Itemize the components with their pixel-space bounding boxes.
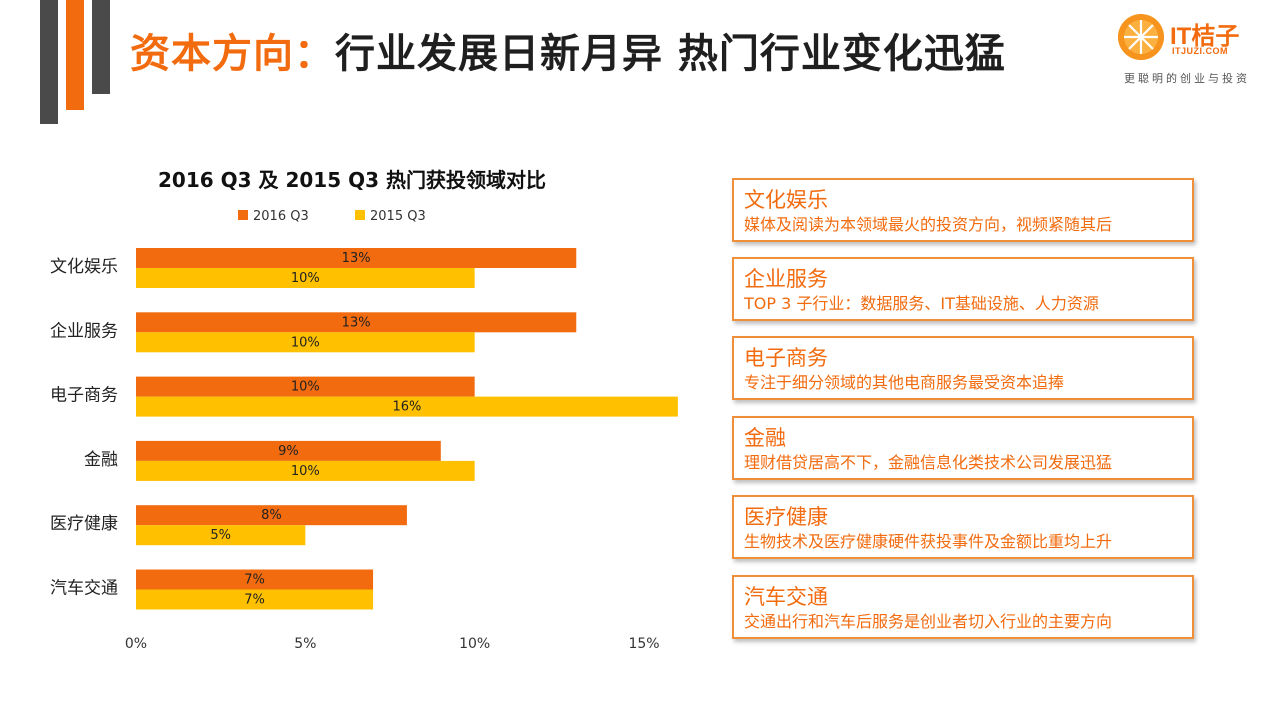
bar — [136, 525, 306, 546]
x-tick-label: 0% — [125, 636, 147, 652]
insight-card: 企业服务 TOP 3 子行业：数据服务、IT基础设施、人力资源 — [732, 257, 1194, 321]
data-label: 13% — [342, 315, 371, 330]
insight-card: 金融 理财借贷居高不下，金融信息化类技术公司发展迅猛 — [732, 416, 1194, 480]
insight-card-title: 文化娱乐 — [744, 188, 828, 212]
insight-card: 文化娱乐 媒体及阅读为本领域最火的投资方向，视频紧随其后 — [732, 178, 1194, 242]
insight-card: 汽车交通 交通出行和汽车后服务是创业者切入行业的主要方向 — [732, 575, 1194, 639]
bar — [136, 505, 407, 526]
data-label: 8% — [261, 508, 282, 523]
insight-card-desc: 交通出行和汽车后服务是创业者切入行业的主要方向 — [744, 612, 1113, 631]
data-label: 13% — [342, 251, 371, 266]
bar — [136, 589, 374, 610]
logo-domain: ITJUZI.COM — [1172, 46, 1228, 56]
bar — [136, 440, 441, 461]
category-label: 医疗健康 — [50, 514, 118, 534]
insight-card-desc: TOP 3 子行业：数据服务、IT基础设施、人力资源 — [744, 294, 1099, 313]
bar — [136, 376, 475, 397]
data-label: 10% — [291, 380, 320, 395]
insight-card-desc: 生物技术及医疗健康硬件获投事件及金额比重均上升 — [744, 532, 1113, 551]
category-label: 电子商务 — [50, 386, 118, 406]
insight-card-title: 电子商务 — [744, 346, 828, 370]
x-tick-label: 5% — [294, 636, 316, 652]
data-label: 9% — [278, 444, 299, 459]
x-tick-label: 15% — [628, 636, 659, 652]
bar — [136, 268, 475, 288]
insight-card-title: 企业服务 — [744, 267, 828, 291]
data-label: 16% — [392, 400, 421, 415]
orange-slice-icon — [1118, 14, 1164, 60]
decor-bar-orange — [66, 0, 84, 110]
category-label: 企业服务 — [50, 321, 118, 341]
bar — [136, 248, 577, 268]
bar-chart: 2016 Q3 及 2015 Q3 热门获投领域对比 2016 Q3 2015 Q3… — [50, 168, 678, 652]
data-label: 7% — [244, 593, 265, 608]
bar — [136, 569, 374, 590]
decor-bar-grey-right — [92, 0, 110, 94]
category-label: 汽车交通 — [50, 579, 118, 599]
insight-card-desc: 理财借贷居高不下，金融信息化类技术公司发展迅猛 — [744, 453, 1113, 472]
bar — [136, 312, 577, 333]
data-label: 7% — [244, 573, 265, 588]
data-label: 10% — [291, 335, 320, 350]
insight-card-desc: 专注于细分领域的其他电商服务最受资本追捧 — [744, 373, 1065, 392]
page-title-main: 行业发展日新月异 热门行业变化迅猛 — [335, 31, 1006, 77]
page-title-accent: 资本方向： — [130, 31, 335, 77]
data-label: 10% — [291, 271, 320, 286]
insight-card-desc: 媒体及阅读为本领域最火的投资方向，视频紧随其后 — [744, 215, 1113, 234]
chart-title: 2016 Q3 及 2015 Q3 热门获投领域对比 — [158, 168, 546, 192]
category-label: 金融 — [84, 450, 118, 470]
data-label: 5% — [210, 528, 231, 543]
data-label: 10% — [291, 464, 320, 479]
page-title: 资本方向：行业发展日新月异 热门行业变化迅猛 — [130, 24, 1006, 84]
insight-card: 电子商务 专注于细分领域的其他电商服务最受资本追捧 — [732, 336, 1194, 400]
legend-label: 2015 Q3 — [370, 209, 426, 224]
decor-bar-grey-left — [40, 0, 58, 124]
logo-name: IT桔子 — [1170, 23, 1240, 50]
category-label: 文化娱乐 — [50, 257, 118, 277]
insight-card-title: 医疗健康 — [744, 505, 828, 529]
legend-label: 2016 Q3 — [253, 209, 309, 224]
bar — [136, 332, 475, 353]
insight-card-title: 金融 — [744, 426, 786, 450]
bar — [136, 460, 475, 481]
insight-card: 医疗健康 生物技术及医疗健康硬件获投事件及金额比重均上升 — [732, 495, 1194, 559]
legend-swatch — [238, 210, 248, 220]
x-tick-label: 10% — [459, 636, 490, 652]
bar — [136, 396, 678, 417]
logo: IT桔子 ITJUZI.COM 更聪明的创业与投资 — [1118, 14, 1258, 86]
legend-swatch — [355, 210, 365, 220]
logo-slogan: 更聪明的创业与投资 — [1124, 72, 1250, 85]
insight-card-title: 汽车交通 — [744, 585, 828, 609]
